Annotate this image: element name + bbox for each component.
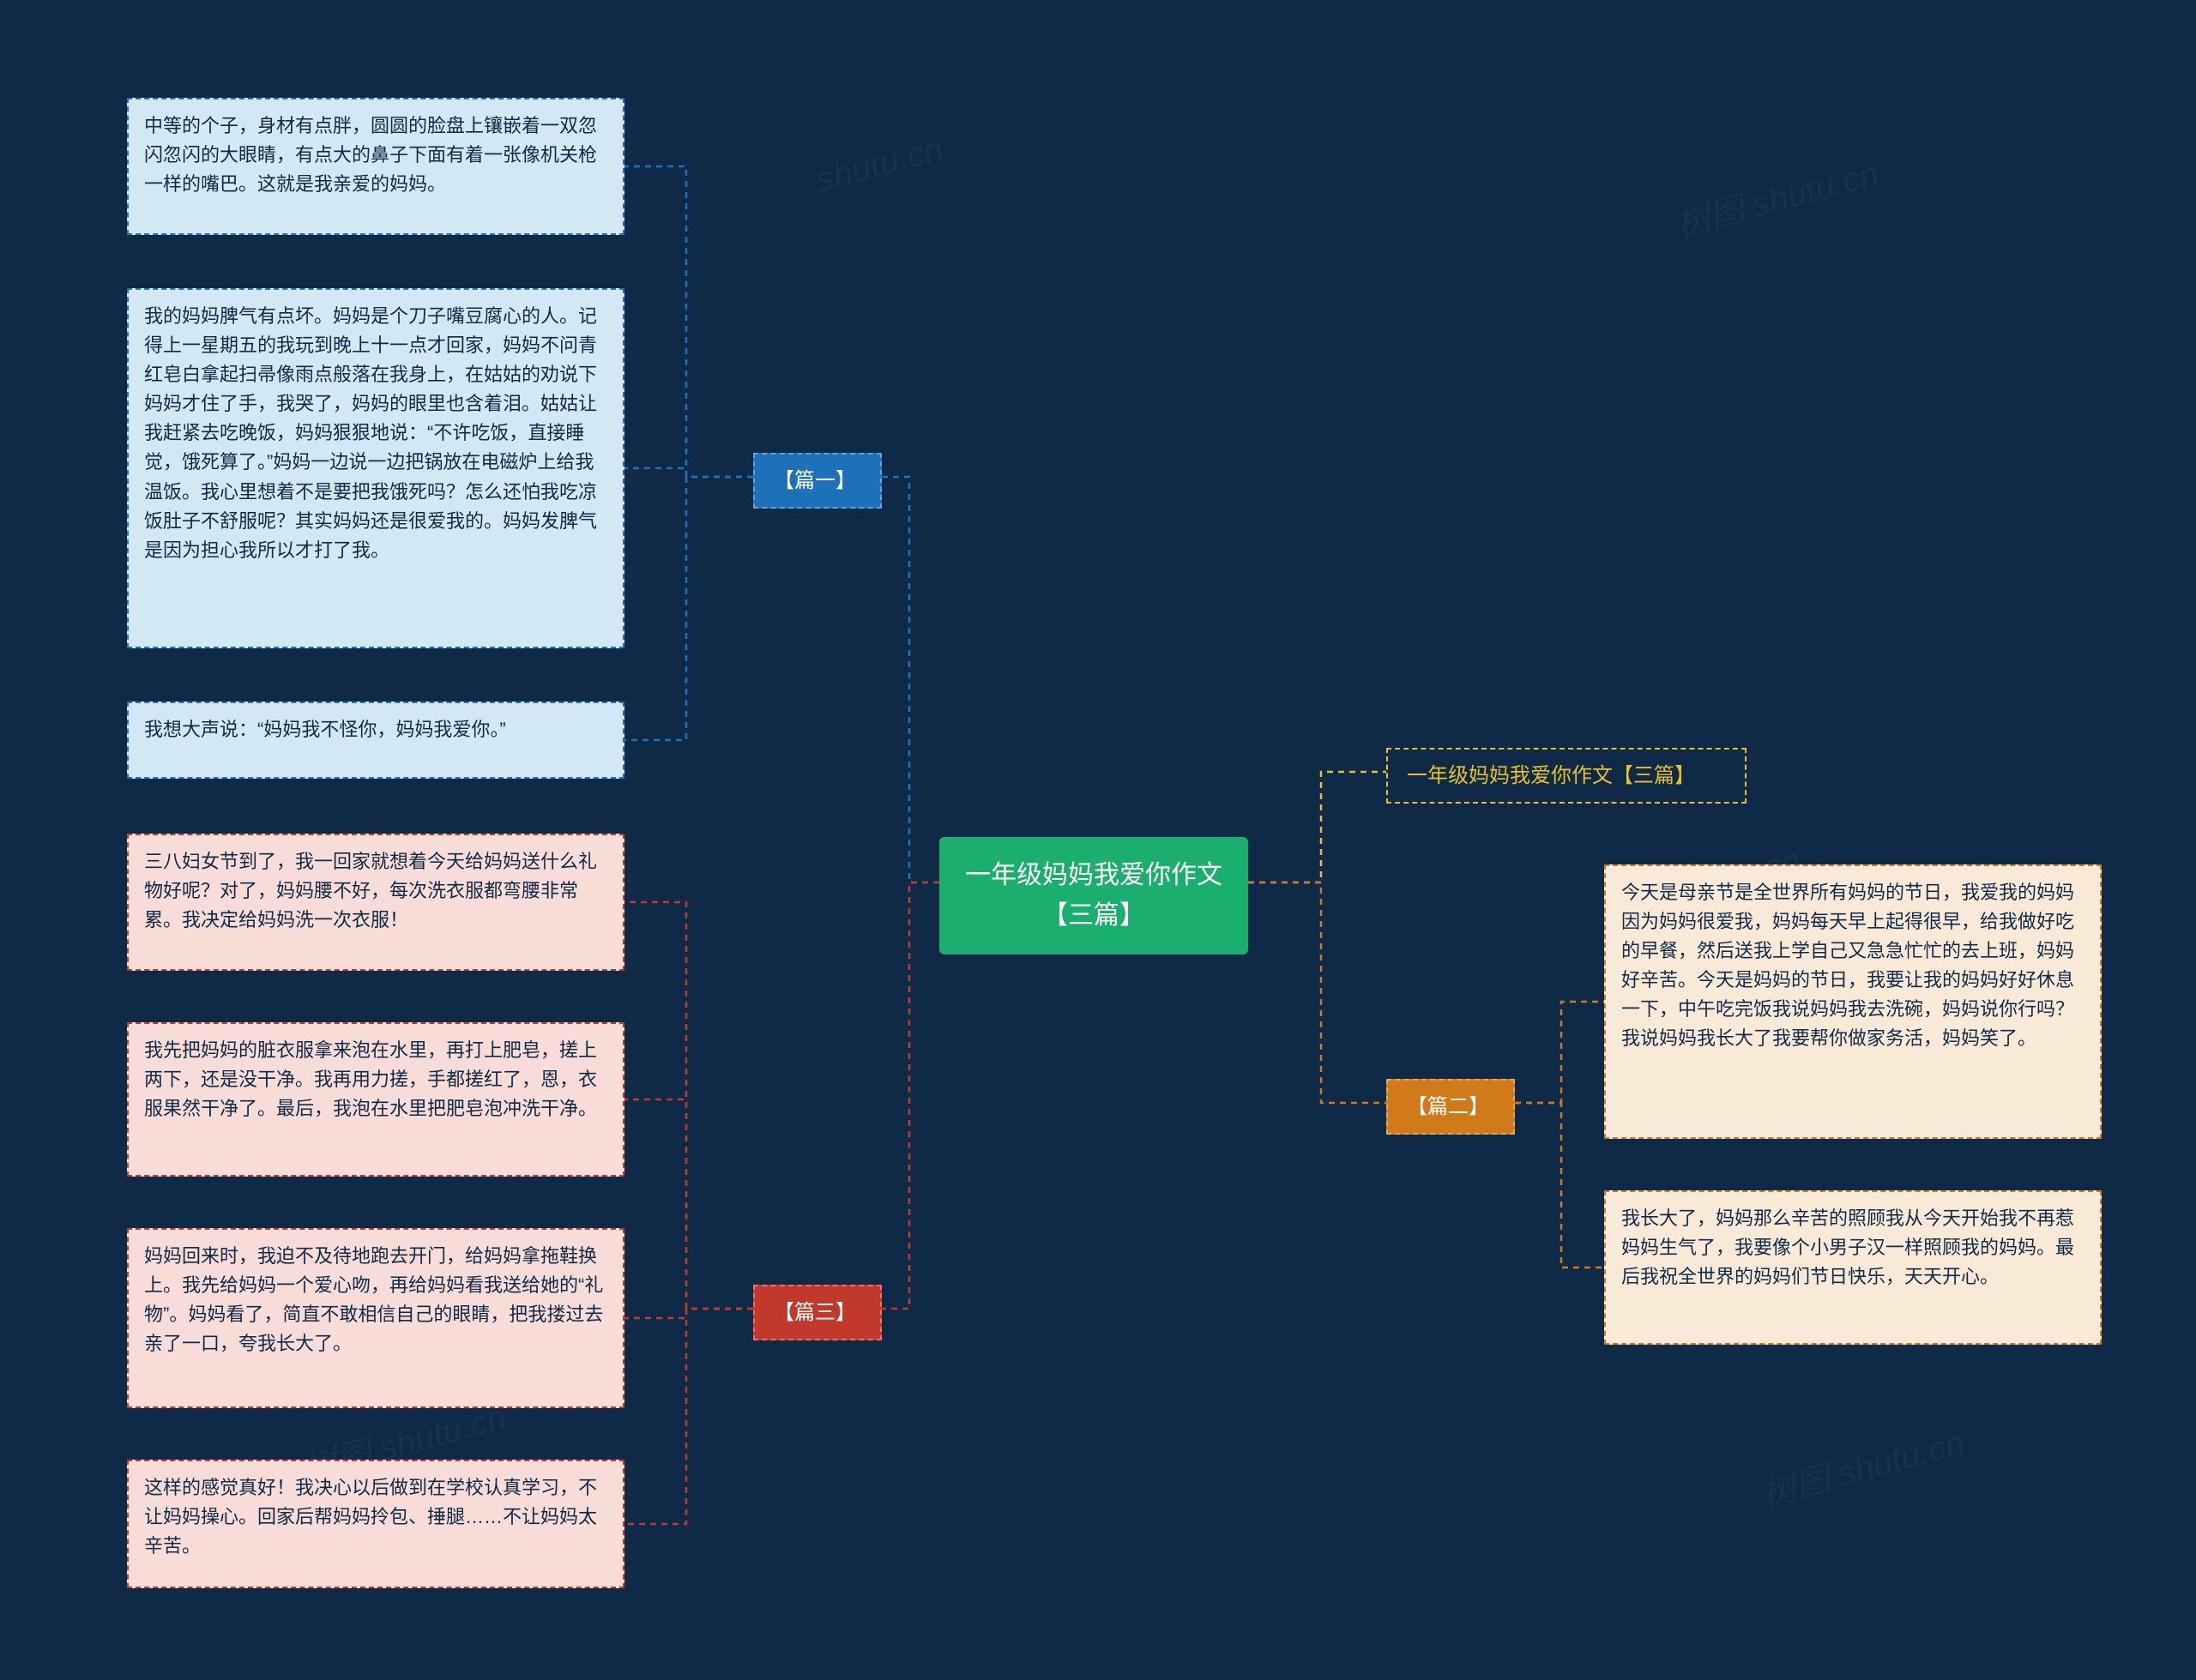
leaf-p1-3: 我想大声说：“妈妈我不怪你，妈妈我爱你。” [127, 702, 624, 779]
leaf-p3-4: 这样的感觉真好！我决心以后做到在学校认真学习，不让妈妈操心。回家后帮妈妈拎包、捶… [127, 1460, 624, 1588]
leaf-p3-1: 三八妇女节到了，我一回家就想着今天给妈妈送什么礼物好呢？对了，妈妈腰不好，每次洗… [127, 834, 624, 971]
branch-p1: 【篇一】 [753, 453, 882, 509]
mindmap-root: 一年级妈妈我爱你作文【三篇】 [939, 837, 1248, 954]
leaf-p3-2: 我先把妈妈的脏衣服拿来泡在水里，再打上肥皂，搓上两下，还是没干净。我再用力搓，手… [127, 1022, 624, 1177]
leaf-p3-3: 妈妈回来时，我迫不及待地跑去开门，给妈妈拿拖鞋换上。我先给妈妈一个爱心吻，再给妈… [127, 1228, 624, 1408]
watermark: shutu.cn [812, 129, 948, 201]
leaf-p1-1: 中等的个子，身材有点胖，圆圆的脸盘上镶嵌着一双忽闪忽闪的大眼睛，有点大的鼻子下面… [127, 98, 624, 235]
watermark: 树图 shutu.cn [1670, 146, 1884, 248]
branch-title: 一年级妈妈我爱你作文【三篇】 [1386, 748, 1747, 804]
leaf-p2-1: 今天是母亲节是全世界所有妈妈的节日，我爱我的妈妈因为妈妈很爱我，妈妈每天早上起得… [1604, 864, 2102, 1139]
branch-p2: 【篇二】 [1386, 1079, 1515, 1135]
branch-p3: 【篇三】 [753, 1285, 882, 1340]
leaf-p1-2: 我的妈妈脾气有点坏。妈妈是个刀子嘴豆腐心的人。记得上一星期五的我玩到晚上十一点才… [127, 288, 624, 648]
watermark: 树图 shutu.cn [1756, 1415, 1970, 1517]
leaf-p2-2: 我长大了，妈妈那么辛苦的照顾我从今天开始我不再惹妈妈生气了，我要像个小男子汉一样… [1604, 1190, 2102, 1345]
